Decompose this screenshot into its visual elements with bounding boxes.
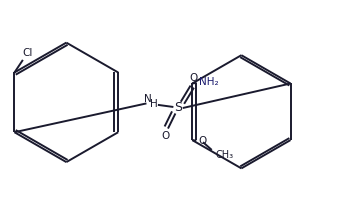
Text: O: O [198,136,207,146]
Text: N: N [144,94,152,104]
Text: O: O [161,131,169,141]
Text: Cl: Cl [23,48,33,58]
Text: CH₃: CH₃ [215,150,233,160]
Text: O: O [189,73,197,83]
Text: H: H [150,99,158,110]
Text: NH₂: NH₂ [199,77,219,87]
Text: S: S [174,101,182,114]
